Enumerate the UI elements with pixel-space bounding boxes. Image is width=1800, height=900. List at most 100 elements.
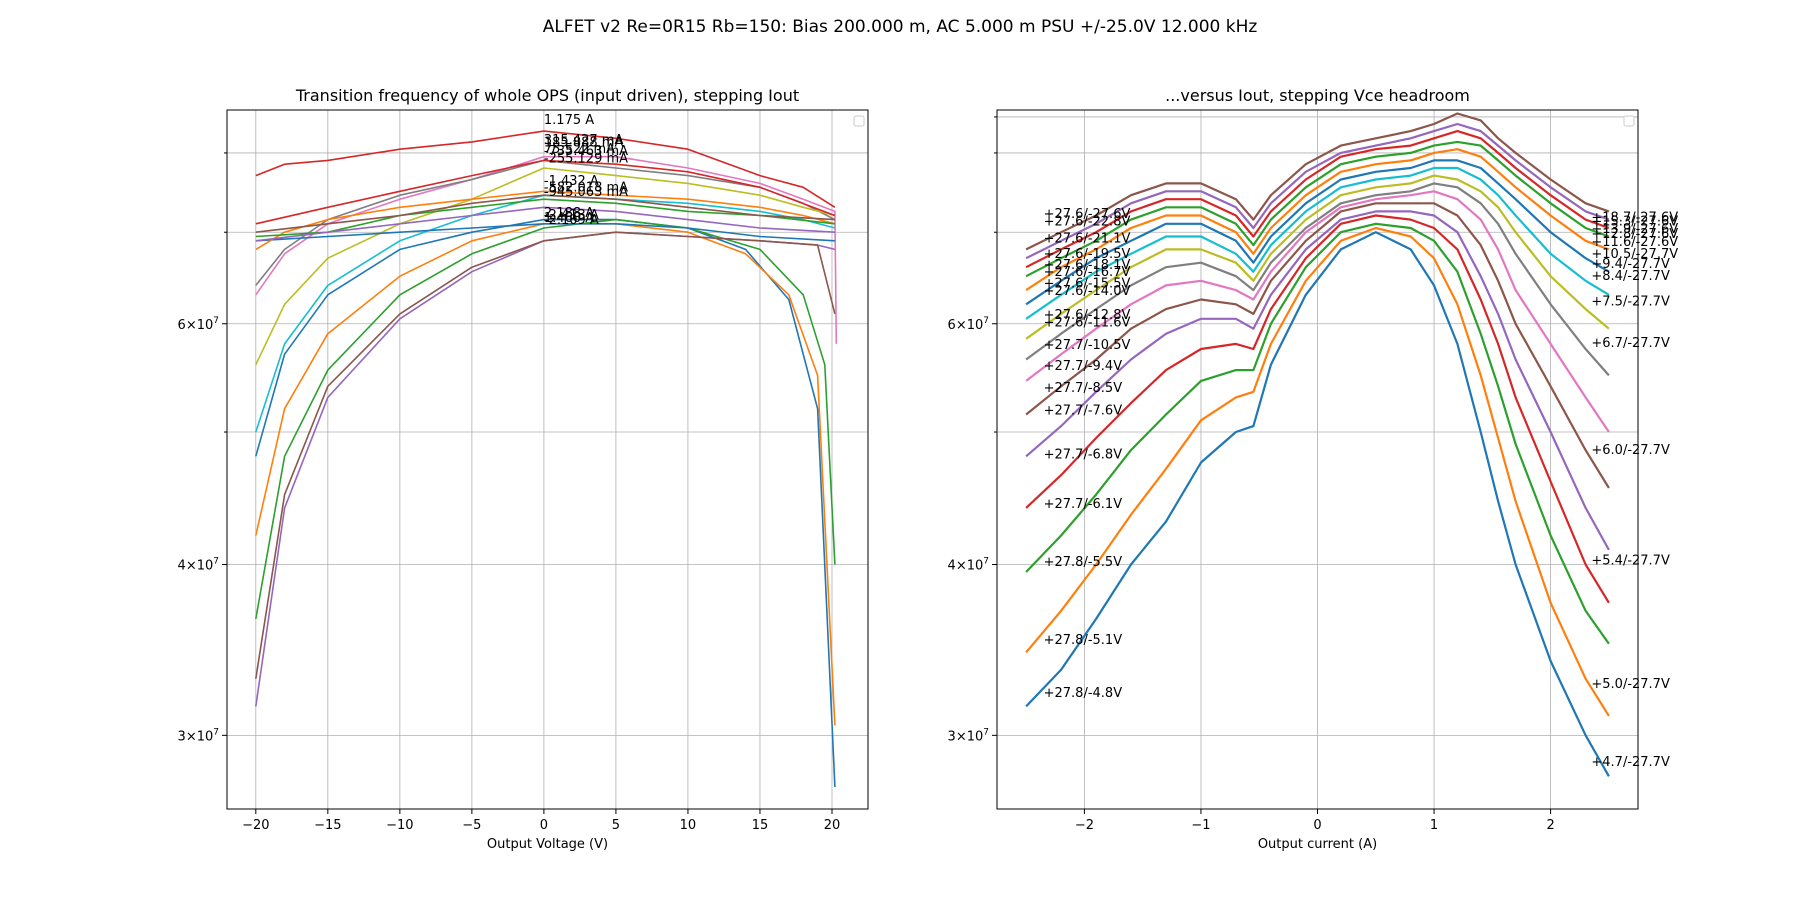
right-annotation: +27.6/-16.7V <box>1044 265 1131 280</box>
right-series-line <box>1025 122 1610 260</box>
right-xtick-label: 2 <box>1546 818 1554 833</box>
right-annotation: +13.9/-27.6V <box>1591 222 1678 237</box>
right-series-line <box>1025 210 1610 551</box>
right-annotation: +9.4/-27.7V <box>1591 257 1670 272</box>
left-annotation: -1.432 A <box>544 174 599 189</box>
right-annotation: +27.6/-15.5V <box>1044 276 1131 291</box>
right-annotation: +27.6/-19.5V <box>1044 247 1131 262</box>
right-annotation: +27.7/-8.5V <box>1044 381 1123 396</box>
left-xtick-label: 0 <box>540 818 548 833</box>
right-ytick-label: 3×107 <box>948 727 989 744</box>
right-ytick-label: 6×107 <box>948 316 989 333</box>
right-xtick-label: −2 <box>1075 818 1094 833</box>
left-series-line <box>255 130 836 208</box>
right-series-group <box>1025 112 1610 777</box>
left-xtick-label: −5 <box>462 818 481 833</box>
left-chart: Transition frequency of whole OPS (input… <box>178 86 869 852</box>
right-annotation: +10.5/-27.7V <box>1591 247 1678 262</box>
right-annotation: +27.6/-22.8V <box>1044 214 1131 229</box>
left-annotation: -945.063 mA <box>544 185 628 200</box>
right-series-line <box>1025 226 1610 717</box>
right-series-line <box>1025 140 1610 278</box>
left-xtick-label: −15 <box>314 818 341 833</box>
right-grid <box>997 110 1638 809</box>
left-chart-xlabel: Output Voltage (V) <box>487 837 608 852</box>
left-series-line <box>255 223 835 242</box>
left-annotation: 75.522 mA <box>544 142 615 157</box>
left-series-group <box>255 130 838 788</box>
right-annotation: +4.7/-27.7V <box>1591 755 1670 770</box>
left-annotation: -582.018 mA <box>544 180 628 195</box>
left-series-line <box>255 198 835 238</box>
right-series-line <box>1025 148 1610 292</box>
left-xtick-label: 15 <box>752 818 769 833</box>
left-series-line <box>255 231 836 679</box>
right-series-line <box>1025 190 1610 433</box>
right-chart: ...versus Iout, stepping Vce headroom Ou… <box>948 86 1679 852</box>
left-series-line <box>255 194 835 233</box>
left-chart-title: Transition frequency of whole OPS (input… <box>295 86 799 105</box>
left-annotation: 185.888 mA <box>544 135 624 150</box>
left-ytick-label: 4×107 <box>178 557 219 574</box>
right-annotation: +15.3/-27.6V <box>1591 214 1678 229</box>
right-series-line <box>1025 231 1610 777</box>
right-annotation: +7.5/-27.7V <box>1591 294 1670 309</box>
right-chart-xlabel: Output current (A) <box>1258 837 1377 852</box>
right-annotation: +27.6/-18.1V <box>1044 258 1131 273</box>
right-series-line <box>1025 222 1610 645</box>
right-annotation: +27.8/-5.1V <box>1044 633 1123 648</box>
left-xtick-label: −20 <box>242 818 269 833</box>
left-series-line <box>255 155 838 344</box>
right-annotation: +27.6/-12.8V <box>1044 308 1131 323</box>
right-annotation: +27.7/-6.1V <box>1044 497 1123 512</box>
left-series-line <box>255 206 835 242</box>
right-annotation: +6.7/-27.7V <box>1591 336 1670 351</box>
right-annotation: +27.7/-10.5V <box>1044 338 1131 353</box>
right-annotation: +18.7/-27.6V <box>1591 210 1678 225</box>
right-ytick-label: 4×107 <box>948 557 989 574</box>
left-xtick-label: −10 <box>386 818 413 833</box>
right-annotation: +27.8/-4.8V <box>1044 686 1123 701</box>
right-annotation: +27.6/-27.6V <box>1044 207 1131 222</box>
left-series-line <box>255 159 836 225</box>
right-annotation: +5.0/-27.7V <box>1591 677 1670 692</box>
right-series-line <box>1025 130 1610 269</box>
right-annotation: +6.0/-27.7V <box>1591 443 1670 458</box>
left-legend-box <box>853 115 865 127</box>
right-annotation: +27.7/-7.6V <box>1044 403 1123 418</box>
right-series-line <box>1025 202 1610 489</box>
left-ytick-label: 3×107 <box>178 727 219 744</box>
right-series-line <box>1025 214 1610 604</box>
left-series-line <box>255 190 836 251</box>
right-xtick-label: −1 <box>1191 818 1210 833</box>
right-series-line <box>1025 166 1610 320</box>
left-axes-frame <box>226 109 869 810</box>
right-annotation: +27.6/-21.1V <box>1044 231 1131 246</box>
figure-suptitle: ALFET v2 Re=0R15 Rb=150: Bias 200.000 m,… <box>543 17 1258 37</box>
left-series-line <box>255 218 836 788</box>
right-annotation: +27.6/-11.6V <box>1044 316 1131 331</box>
right-series-line <box>1025 174 1610 340</box>
right-xtick-label: 0 <box>1313 818 1321 833</box>
left-annotation: -735.463 mA <box>544 144 628 159</box>
right-annotation: +27.8/-5.5V <box>1044 555 1123 570</box>
left-annotation: -255.129 mA <box>544 152 628 167</box>
right-annotation: +27.7/-6.8V <box>1044 448 1123 463</box>
left-annotation: -2.413 A <box>544 208 599 223</box>
right-annotation: +8.4/-27.7V <box>1591 269 1670 284</box>
right-series-line <box>1025 159 1610 306</box>
left-ytick-label: 6×107 <box>178 316 219 333</box>
right-annotation: +12.8/-27.6V <box>1591 227 1678 242</box>
left-xtick-label: 10 <box>680 818 697 833</box>
left-annotation: -2.109 A <box>544 213 599 228</box>
right-annotation: +27.6/-14.0V <box>1044 284 1131 299</box>
left-xtick-label: 5 <box>612 818 620 833</box>
right-legend-box <box>1623 115 1635 127</box>
left-series-line <box>255 167 836 366</box>
left-xtick-label: 20 <box>824 818 841 833</box>
left-annotation: 1.175 A <box>544 113 594 128</box>
right-annotation: +11.6/-27.6V <box>1591 235 1678 250</box>
right-series-line <box>1025 112 1610 251</box>
